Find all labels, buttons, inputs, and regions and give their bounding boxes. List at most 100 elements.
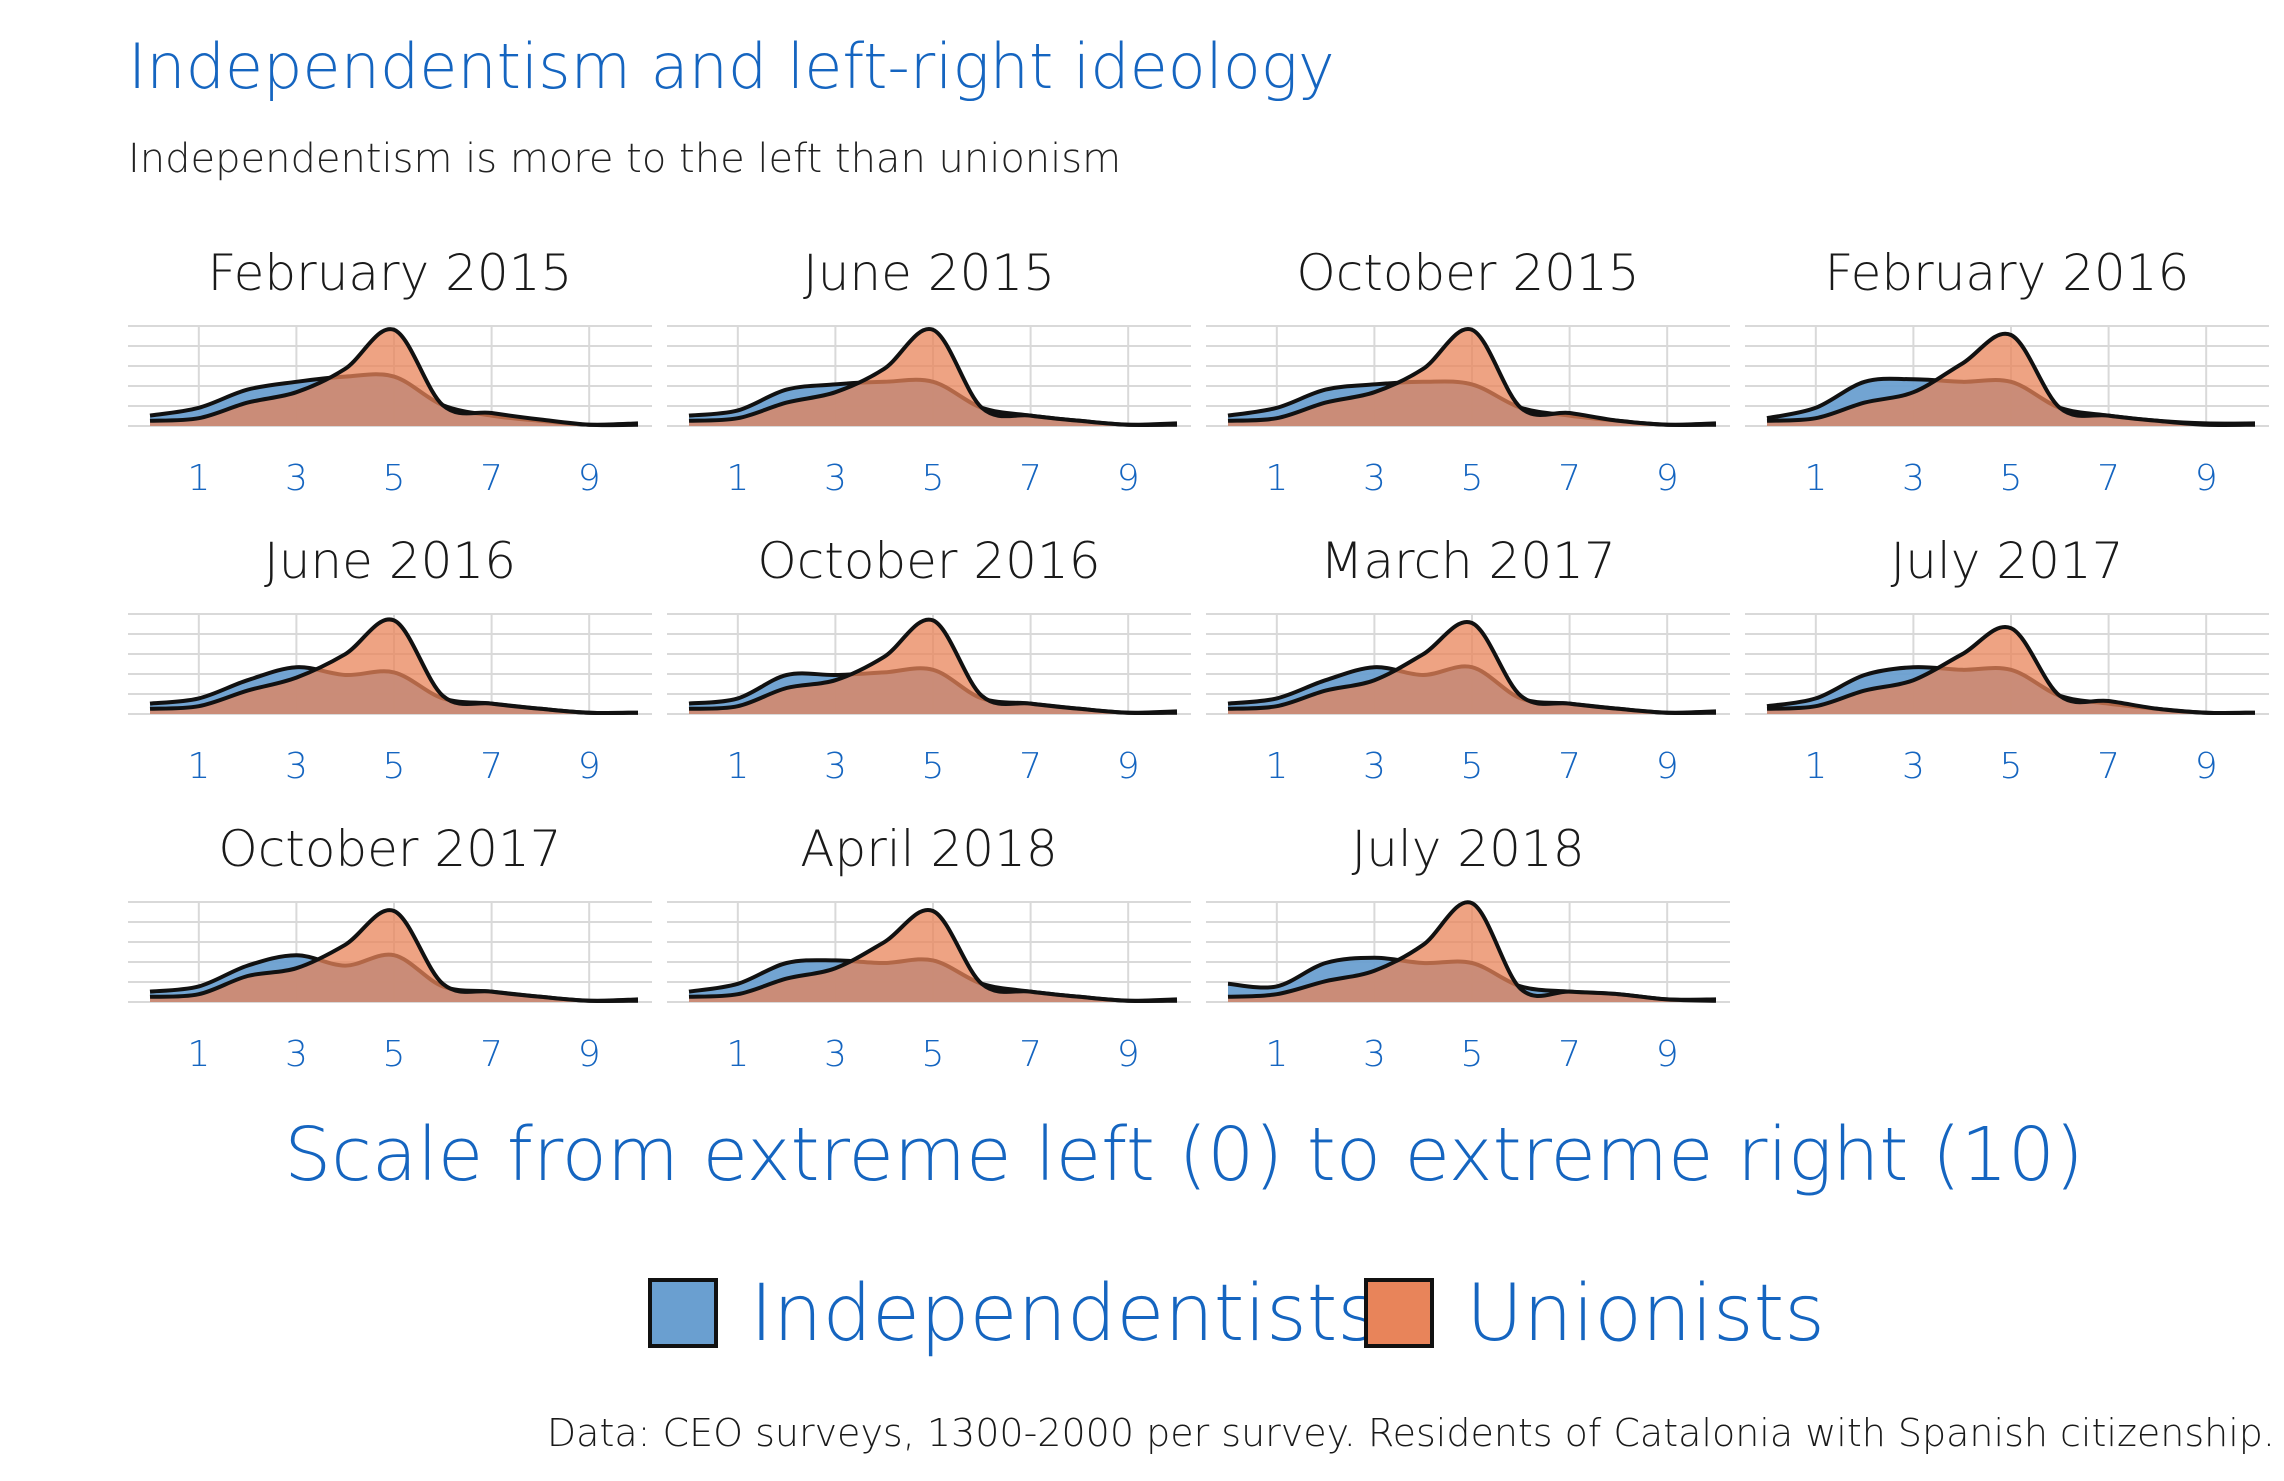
x-tick-label: 7 (1019, 458, 1042, 499)
line-unionists (688, 327, 1178, 427)
facet-panel: June 2015 1 3 5 7 9 (667, 244, 1191, 499)
x-tick-label: 3 (824, 746, 847, 787)
area-unionists (1228, 329, 1716, 426)
legend-swatch-unionists (1364, 1278, 1434, 1348)
facet-title: June 2015 (803, 244, 1055, 302)
facet-panel: February 2015 1 3 5 7 9 (128, 244, 652, 499)
facet-title: October 2016 (757, 532, 1100, 590)
facet-title: July 2018 (1351, 820, 1584, 878)
x-tick-label: 5 (383, 458, 406, 499)
line-unionists (1227, 327, 1717, 427)
x-tick-label: 9 (1656, 458, 1679, 499)
x-tick-label: 3 (285, 746, 308, 787)
facet-title: July 2017 (1890, 532, 2123, 590)
chart-caption: Data: CEO surveys, 1300-2000 per survey.… (547, 1411, 2275, 1455)
area-unionists (689, 619, 1177, 714)
x-tick-label: 5 (383, 1034, 406, 1075)
x-tick-label: 7 (1558, 1034, 1581, 1075)
facet-title: October 2015 (1296, 244, 1639, 302)
area-unionists (150, 329, 638, 426)
x-tick-label: 1 (726, 458, 749, 499)
facet-title: March 2017 (1320, 532, 1616, 590)
line-unionists (149, 327, 639, 428)
x-tick-label: 9 (1117, 1034, 1140, 1075)
x-tick-label: 3 (285, 458, 308, 499)
x-tick-label: 3 (285, 1034, 308, 1075)
facet-panel: July 2017 1 3 5 7 9 (1745, 532, 2269, 787)
x-tick-label: 5 (1461, 1034, 1484, 1075)
line-unionists (688, 617, 1178, 716)
facet-title: June 2016 (264, 532, 516, 590)
x-tick-label: 9 (578, 458, 601, 499)
x-tick-label: 1 (726, 746, 749, 787)
legend-label-unionists: Unionists (1466, 1269, 1825, 1359)
area-unionists (1767, 333, 2255, 426)
x-tick-label: 1 (1804, 458, 1827, 499)
line-unionists (1766, 625, 2256, 716)
line-unionists (688, 907, 1178, 1004)
facet-title: October 2017 (218, 820, 561, 878)
x-tick-label: 5 (1461, 458, 1484, 499)
x-tick-label: 7 (1019, 746, 1042, 787)
x-tick-label: 7 (480, 746, 503, 787)
x-tick-label: 5 (922, 458, 945, 499)
x-tick-label: 1 (726, 1034, 749, 1075)
x-tick-label: 3 (824, 458, 847, 499)
x-tick-label: 3 (824, 1034, 847, 1075)
chart-title: Independentism and left-right ideology (128, 30, 1335, 103)
x-tick-label: 5 (383, 746, 406, 787)
facet-panel: July 2018 1 3 5 7 9 (1206, 820, 1730, 1075)
facet-panel: April 2018 1 3 5 7 9 (667, 820, 1191, 1075)
x-tick-label: 3 (1363, 746, 1386, 787)
x-tick-label: 7 (480, 1034, 503, 1075)
x-tick-label: 9 (2195, 458, 2218, 499)
x-tick-label: 7 (2097, 746, 2120, 787)
area-unionists (689, 909, 1177, 1002)
x-tick-label: 3 (1902, 458, 1925, 499)
x-tick-label: 7 (1558, 458, 1581, 499)
x-tick-label: 1 (1265, 746, 1288, 787)
x-tick-label: 9 (578, 746, 601, 787)
x-tick-label: 3 (1363, 458, 1386, 499)
x-tick-label: 1 (187, 746, 210, 787)
x-tick-label: 1 (187, 458, 210, 499)
line-unionists (1227, 619, 1717, 716)
facet-panel: June 2016 1 3 5 7 9 (128, 532, 652, 787)
x-tick-label: 9 (1656, 746, 1679, 787)
x-tick-label: 9 (2195, 746, 2218, 787)
facet-panel: February 2016 1 3 5 7 9 (1745, 244, 2269, 499)
x-tick-label: 5 (2000, 458, 2023, 499)
x-tick-label: 9 (1656, 1034, 1679, 1075)
facet-panel: October 2017 1 3 5 7 9 (128, 820, 652, 1075)
area-unionists (150, 619, 638, 714)
line-unionists (149, 617, 639, 716)
legend: Independentists Unionists (648, 1269, 1825, 1359)
facet-panel: October 2015 1 3 5 7 9 (1206, 244, 1730, 499)
chart-subtitle: Independentism is more to the left than … (128, 136, 1121, 182)
x-tick-label: 9 (578, 1034, 601, 1075)
x-tick-label: 5 (922, 746, 945, 787)
line-unionists (1227, 900, 1717, 1003)
line-unionists (149, 908, 639, 1004)
facet-title: February 2015 (208, 244, 573, 302)
line-unionists (1766, 331, 2256, 427)
x-tick-label: 5 (922, 1034, 945, 1075)
area-unionists (150, 910, 638, 1002)
x-tick-label: 9 (1117, 746, 1140, 787)
x-axis-label: Scale from extreme left (0) to extreme r… (284, 1112, 2084, 1198)
x-tick-label: 9 (1117, 458, 1140, 499)
area-unionists (1767, 626, 2255, 714)
x-tick-label: 1 (1265, 458, 1288, 499)
facet-panel: March 2017 1 3 5 7 9 (1206, 532, 1730, 787)
area-unionists (689, 329, 1177, 426)
x-tick-label: 3 (1363, 1034, 1386, 1075)
x-tick-label: 1 (187, 1034, 210, 1075)
x-tick-label: 1 (1804, 746, 1827, 787)
facet-panel: October 2016 1 3 5 7 9 (667, 532, 1191, 787)
x-tick-label: 7 (1558, 746, 1581, 787)
x-tick-label: 7 (1019, 1034, 1042, 1075)
facet-title: February 2016 (1825, 244, 2190, 302)
legend-swatch-independentists (648, 1278, 718, 1348)
x-tick-label: 1 (1265, 1034, 1288, 1075)
